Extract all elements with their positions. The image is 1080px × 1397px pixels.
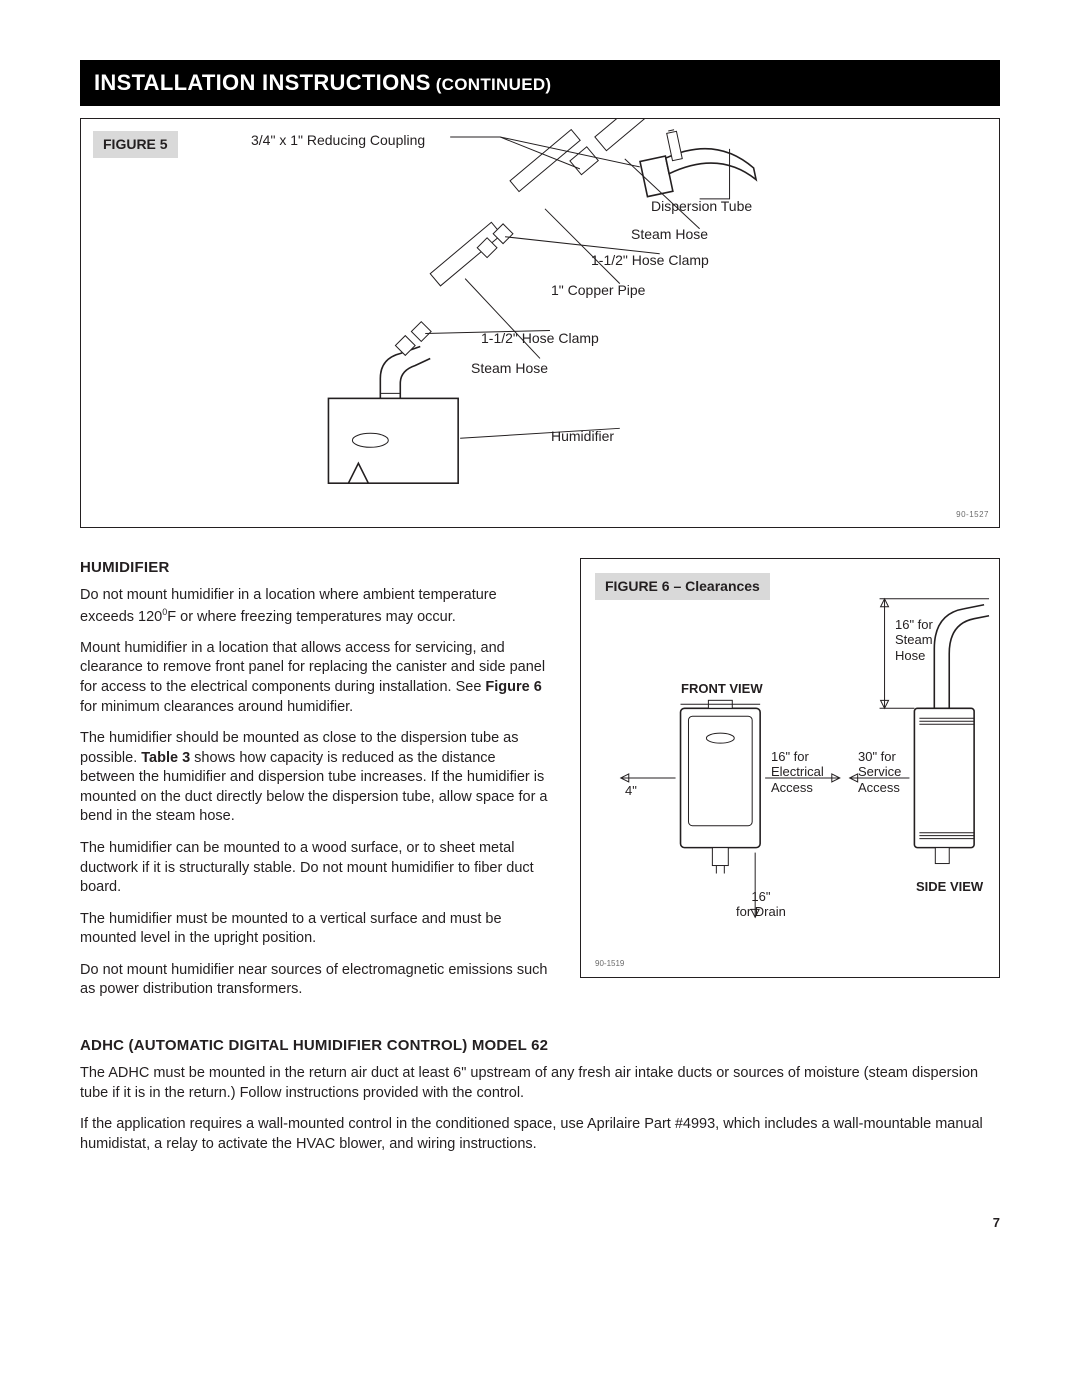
humidifier-text-col: HUMIDIFIER Do not mount humidifier in a … — [80, 558, 552, 1012]
label-steam-hose-upper: Steam Hose — [631, 225, 708, 244]
label-humidifier: Humidifier — [551, 427, 614, 446]
label-steam-hose-clear: 16" forSteamHose — [895, 617, 933, 664]
figure-5-diagram — [81, 119, 999, 528]
label-reducing-coupling: 3/4" x 1" Reducing Coupling — [251, 131, 425, 150]
p2b: Figure 6 — [485, 679, 541, 695]
figure-6-col: FIGURE 6 – Clearances — [580, 558, 1000, 1012]
adhc-p1: The ADHC must be mounted in the return a… — [80, 1064, 1000, 1103]
label-side-view: SIDE VIEW — [916, 879, 983, 895]
label-steam-hose-lower: Steam Hose — [471, 359, 548, 378]
label-dispersion-tube: Dispersion Tube — [651, 197, 752, 216]
p2a: Mount humidifier in a location that allo… — [80, 640, 545, 695]
p1b: F or where freezing temperatures may occ… — [167, 608, 456, 624]
humidifier-p2: Mount humidifier in a location that allo… — [80, 639, 552, 717]
humidifier-p6: Do not mount humidifier near sources of … — [80, 961, 552, 1000]
label-hose-clamp-upper: 1-1/2" Hose Clamp — [591, 251, 709, 270]
humidifier-p4: The humidifier can be mounted to a wood … — [80, 839, 552, 898]
adhc-heading: ADHC (AUTOMATIC DIGITAL HUMIDIFIER CONTR… — [80, 1036, 1000, 1056]
figure-5-box: FIGURE 5 90-1527 — [80, 118, 1000, 528]
section-title-bar: INSTALLATION INSTRUCTIONS (CONTINUED) — [80, 60, 1000, 106]
humidifier-heading: HUMIDIFIER — [80, 558, 552, 578]
label-electrical: 16" forElectricalAccess — [771, 749, 824, 796]
adhc-p2: If the application requires a wall-mount… — [80, 1115, 1000, 1154]
title-main: INSTALLATION INSTRUCTIONS — [94, 70, 431, 95]
page-number: 7 — [80, 1214, 1000, 1232]
figure-6-box: FIGURE 6 – Clearances — [580, 558, 1000, 978]
label-copper-pipe: 1" Copper Pipe — [551, 281, 645, 300]
humidifier-p5: The humidifier must be mounted to a vert… — [80, 910, 552, 949]
adhc-section: ADHC (AUTOMATIC DIGITAL HUMIDIFIER CONTR… — [80, 1036, 1000, 1155]
label-drain: 16"for Drain — [736, 889, 786, 920]
p3b: Table 3 — [141, 750, 190, 766]
p2c: for minimum clearances around humidifier… — [80, 699, 353, 715]
label-hose-clamp-lower: 1-1/2" Hose Clamp — [481, 329, 599, 348]
label-four-inch: 4" — [625, 783, 637, 799]
label-front-view: FRONT VIEW — [681, 681, 763, 697]
humidifier-p1: Do not mount humidifier in a location wh… — [80, 586, 552, 627]
humidifier-two-col: HUMIDIFIER Do not mount humidifier in a … — [80, 558, 1000, 1012]
label-service: 30" forServiceAccess — [858, 749, 901, 796]
figure-6-partnum: 90-1519 — [595, 959, 624, 969]
humidifier-p3: The humidifier should be mounted as clos… — [80, 729, 552, 827]
title-cont: (CONTINUED) — [431, 75, 552, 94]
